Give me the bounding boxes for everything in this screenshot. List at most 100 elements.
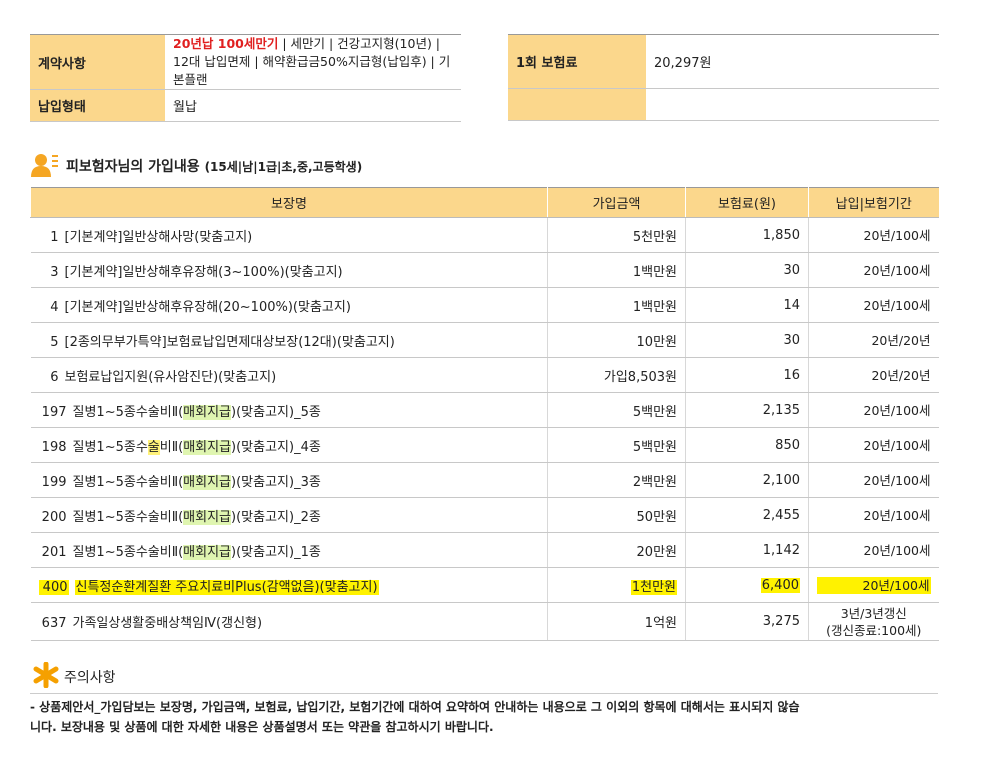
period: 20년/100세 <box>863 227 931 243</box>
value: 20년납 100세만기 | 세만기 | 건강고지형(10년) | 12대 납입면… <box>165 34 461 90</box>
period: 20년/20년 <box>871 332 931 348</box>
period-cell: 20년/100세 <box>808 497 939 533</box>
coverage-name: 매회지급 <box>183 404 232 420</box>
premium: 1,142 <box>762 542 800 558</box>
row-number: 201 <box>41 544 67 560</box>
amount-cell: 가입8,503원 <box>547 357 686 393</box>
period-cell: 20년/100세 <box>808 217 939 253</box>
premium: 2,135 <box>762 402 800 418</box>
amount: 1백만원 <box>632 299 677 315</box>
coverage-name: 보험료납입지원(유사암진단)(맞춤고지) <box>64 369 277 385</box>
coverage-name: [2종의무부가특약]보험료납입면제대상보장(12대)(맞춤고지) <box>64 334 395 350</box>
amount-cell: 50만원 <box>547 497 686 533</box>
table-row: 5 [2종의무부가특약]보험료납입면제대상보장(12대)(맞춤고지) 10만원 30 2… <box>30 322 939 358</box>
coverage-name-cell: 4 [기본계약]일반상해후유장해(20~100%)(맞춤고지) <box>30 287 548 323</box>
coverage-name: 질병1~5종수술비Ⅱ( <box>72 544 184 560</box>
amount: 2백만원 <box>632 474 677 490</box>
coverage-name: )(맞춤고지)_4종 <box>231 439 321 455</box>
table-row: 200 질병1~5종수술비Ⅱ(매회지급)(맞춤고지)_2종 50만원 2,455 20년… <box>30 497 939 533</box>
amount: 1백만원 <box>632 264 677 280</box>
amount-cell: 2백만원 <box>547 462 686 498</box>
coverage-name-cell: 201 질병1~5종수술비Ⅱ(매회지급)(맞춤고지)_1종 <box>30 532 548 568</box>
premium: 30 <box>783 332 800 348</box>
premium-cell: 3,275 <box>685 602 809 641</box>
coverage-name-cell: 6 보험료납입지원(유사암진단)(맞춤고지) <box>30 357 548 393</box>
period: 20년/20년 <box>871 367 931 383</box>
label: 납입형태 <box>30 89 165 122</box>
amount: 5백만원 <box>632 404 677 420</box>
column-header: 보험료(원) <box>685 187 809 218</box>
period: 20년/100세 <box>863 262 931 278</box>
row-number: 199 <box>41 474 67 490</box>
period: 20년/100세 <box>863 437 931 453</box>
coverage-name: 술 <box>147 439 160 455</box>
table-row: 400 신특정순환계질환 주요치료비Plus(감액없음)(맞춤고지) 1천만원 6,4… <box>30 567 939 603</box>
coverage-name: 질병1~5종수 <box>72 439 148 455</box>
period: 20년/100세 <box>863 297 931 313</box>
table-row: 3 [기본계약]일반상해후유장해(3~100%)(맞춤고지) 1백만원 30 20년/1… <box>30 252 939 288</box>
amount-cell: 10만원 <box>547 322 686 358</box>
coverage-name-cell: 1 [기본계약]일반상해사망(맞춤고지) <box>30 217 548 253</box>
row-number: 637 <box>41 616 67 631</box>
coverage-name-cell: 197 질병1~5종수술비Ⅱ(매회지급)(맞춤고지)_5종 <box>30 392 548 428</box>
title: 피보험자님의 가입내용 <box>66 159 200 175</box>
period-cell: 20년/100세 <box>808 287 939 323</box>
premium-cell: 850 <box>685 427 809 463</box>
coverage-name: )(맞춤고지)_2종 <box>231 509 321 525</box>
coverage-name: 가족일상생활중배상책임Ⅳ(갱신형) <box>72 616 263 631</box>
amount: 1억원 <box>644 616 677 631</box>
label: 계약사항 <box>30 34 165 90</box>
premium-cell: 14 <box>685 287 809 323</box>
premium: 2,455 <box>762 507 800 523</box>
plan-highlight: 20년납 100세만기 <box>173 36 279 51</box>
column-header: 보장명 <box>30 187 548 218</box>
coverage-name: 신특정순환계질환 주요치료비Plus(감액없음)(맞춤고지) <box>74 579 379 595</box>
table-row: 198 질병1~5종수술비Ⅱ(매회지급)(맞춤고지)_4종 5백만원 850 20년/1… <box>30 427 939 463</box>
coverage-name: 질병1~5종수술비Ⅱ( <box>72 474 184 490</box>
premium-cell: 30 <box>685 322 809 358</box>
premium-cell: 2,135 <box>685 392 809 428</box>
notice-line: - 상품제안서_가입담보는 보장명, 가입금액, 보험료, 납입기간, 보험기간… <box>30 700 800 714</box>
label: 1회 보험료 <box>508 34 646 89</box>
premium: 2,100 <box>762 472 800 488</box>
table-row: 637 가족일상생활중배상책임Ⅳ(갱신형) 1억원 3,275 3년/3년갱신 (갱신종료… <box>30 602 939 641</box>
amount-cell: 5백만원 <box>547 392 686 428</box>
amount-cell: 5천만원 <box>547 217 686 253</box>
premium-cell: 16 <box>685 357 809 393</box>
row-number: 1 <box>50 229 59 245</box>
notice-title: 주의사항 <box>64 670 116 686</box>
row-number: 4 <box>50 299 59 315</box>
asterisk-icon <box>33 662 59 688</box>
person-icon <box>31 154 58 177</box>
column-header: 납입|보험기간 <box>808 187 939 218</box>
coverage-name-cell: 637 가족일상생활중배상책임Ⅳ(갱신형) <box>30 602 548 641</box>
coverage-name: 비Ⅱ( <box>159 439 184 455</box>
premium-summary: 1회 보험료 20,297원 <box>508 34 939 121</box>
coverage-name-cell: 400 신특정순환계질환 주요치료비Plus(감액없음)(맞춤고지) <box>30 567 548 603</box>
premium-cell: 1,850 <box>685 217 809 253</box>
plan-detail: | 세만기 | 건강고지형(10년) | 12대 납입면제 | 해약환급금50%… <box>173 36 451 87</box>
period-cell: 20년/100세 <box>808 532 939 568</box>
amount-cell: 20만원 <box>547 532 686 568</box>
premium-cell: 6,400 <box>685 567 809 603</box>
column-header: 가입금액 <box>547 187 686 218</box>
period-cell: 20년/100세 <box>808 392 939 428</box>
amount: 가입8,503원 <box>603 369 677 385</box>
table-row: 1 [기본계약]일반상해사망(맞춤고지) 5천만원 1,850 20년/100세 <box>30 217 939 253</box>
premium: 14 <box>783 297 800 313</box>
period-cell: 20년/20년 <box>808 357 939 393</box>
table-row: 199 질병1~5종수술비Ⅱ(매회지급)(맞춤고지)_3종 2백만원 2,100 20년… <box>30 462 939 498</box>
row-number: 197 <box>41 404 67 420</box>
coverage-name: )(맞춤고지)_5종 <box>231 404 321 420</box>
row-number: 400 <box>38 579 69 595</box>
amount-cell: 5백만원 <box>547 427 686 463</box>
amount-cell: 1천만원 <box>547 567 686 603</box>
divider <box>30 693 938 694</box>
table-row: 4 [기본계약]일반상해후유장해(20~100%)(맞춤고지) 1백만원 14 20년/… <box>30 287 939 323</box>
amount-cell: 1백만원 <box>547 252 686 288</box>
row-number: 6 <box>50 369 59 385</box>
period: 20년/100세 <box>817 576 931 594</box>
amount: 10만원 <box>636 334 677 350</box>
period: 3년/3년갱신 <box>840 605 907 621</box>
coverage-table: 보장명 가입금액 보험료(원) 납입|보험기간 1 [기본계약]일반상해사망(맞춤고지)… <box>30 187 939 641</box>
